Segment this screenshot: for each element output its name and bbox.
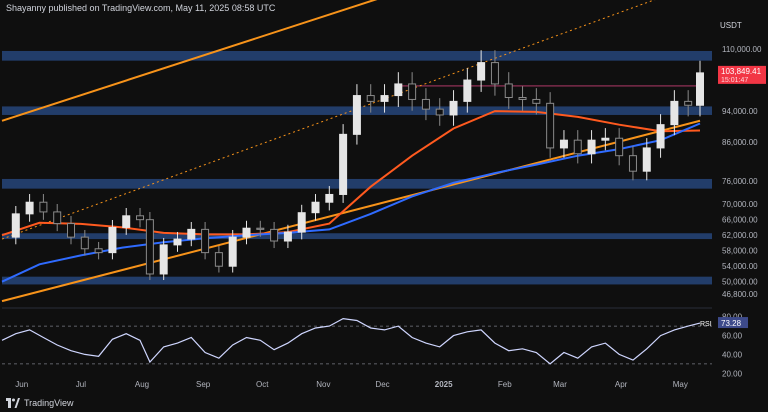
ema-line [1, 110, 701, 237]
candle-body [684, 100, 693, 106]
price-scale-unit: USDT [720, 21, 742, 30]
candle-body [587, 139, 596, 155]
price-tick-label: 58,000.00 [722, 247, 758, 256]
candle-body [283, 231, 292, 242]
rsi-value-tag [718, 317, 748, 329]
candle-body [421, 98, 430, 110]
candle-body [394, 83, 403, 97]
price-tick-label: 66,000.00 [722, 216, 758, 225]
candle-body [696, 72, 704, 106]
candle-body [94, 248, 103, 254]
time-tick-label: 2025 [435, 380, 453, 389]
publisher-caption: Shayanny published on TradingView.com, M… [6, 3, 276, 13]
tradingview-branding: TradingView [6, 398, 74, 408]
support-resistance-zone-4 [2, 233, 712, 240]
candle-body [518, 97, 527, 100]
candle-body [228, 236, 237, 267]
candle-body [270, 228, 279, 242]
candle-body [53, 211, 62, 225]
candle-body [435, 108, 444, 116]
candle-body [214, 252, 223, 267]
rsi-line [1, 317, 701, 365]
candle-body [573, 139, 582, 155]
price-tick-label: 76,000.00 [722, 177, 758, 186]
tradingview-logo-icon [6, 398, 20, 408]
candle-body [159, 244, 168, 275]
candle-body [477, 62, 486, 81]
candle-body [256, 227, 265, 230]
rsi-name-label: RSI [700, 321, 712, 328]
candle-body [463, 79, 472, 102]
candle-body [504, 83, 513, 99]
candle-body [25, 201, 34, 215]
time-tick-label: Sep [196, 380, 211, 389]
trend-line-channel-mid [1, 0, 656, 240]
candle-body [670, 100, 679, 126]
trend-line-channel-lower [1, 119, 701, 303]
last-price-countdown: 15:01:47 [721, 77, 748, 84]
time-tick-label: Jun [15, 380, 28, 389]
support-resistance-zone-5 [2, 276, 712, 285]
candle-body [297, 212, 306, 233]
time-tick-label: Aug [135, 380, 149, 389]
trend-line-channel-upper [1, 0, 378, 122]
candle-body [601, 137, 610, 141]
last-price-value: 103,849.41 [721, 67, 762, 76]
candle-body [122, 215, 131, 228]
candle-body [532, 98, 541, 104]
tradingview-brand-text: TradingView [24, 398, 74, 408]
candle-body [546, 102, 555, 149]
price-tick-label: 46,800.00 [722, 290, 758, 299]
time-tick-label: Mar [553, 380, 567, 389]
price-tick-label: 110,000.00 [722, 45, 762, 54]
candle-body [490, 62, 499, 85]
candle-body [145, 219, 154, 275]
candle-body [80, 236, 89, 250]
candle-body [136, 215, 145, 221]
price-tick-label: 70,000.00 [722, 200, 758, 209]
rsi-tick-label: 20.00 [722, 369, 743, 378]
candle-body [339, 133, 348, 195]
time-tick-label: Dec [375, 380, 389, 389]
time-tick-label: May [673, 380, 688, 389]
candle-body [242, 227, 251, 238]
last-price-tag [718, 65, 766, 84]
price-tick-label: 94,000.00 [722, 107, 758, 116]
candle-body [108, 226, 117, 254]
candle-body [173, 238, 182, 246]
candle-body [352, 95, 361, 135]
rsi-value-label: 73.28 [721, 319, 742, 328]
candle-body [187, 228, 196, 240]
candle-body [449, 100, 458, 116]
candle-body [201, 228, 210, 254]
rsi-tick-label: 60.00 [722, 332, 743, 341]
candle-body [642, 147, 651, 172]
candle-body [380, 95, 389, 102]
time-tick-label: Oct [256, 380, 269, 389]
candle-body [67, 223, 76, 238]
time-tick-label: Feb [498, 380, 512, 389]
candle-body [408, 83, 417, 100]
price-tick-label: 62,000.00 [722, 231, 758, 240]
candle-body [325, 193, 334, 203]
candle-body [656, 124, 665, 149]
price-tick-label: 86,000.00 [722, 138, 758, 147]
rsi-tick-label: 40.00 [722, 350, 743, 359]
support-resistance-zone-1 [2, 50, 712, 61]
price-tick-label: 54,000.00 [722, 262, 758, 271]
candle-body [366, 95, 375, 102]
support-resistance-zone-3 [2, 178, 712, 189]
candle-body [559, 139, 568, 149]
time-tick-label: Apr [615, 380, 628, 389]
candle-body [311, 201, 320, 214]
candle-body [628, 155, 637, 172]
price-tick-label: 50,000.00 [722, 278, 758, 287]
candle-body [615, 137, 624, 157]
candle-body [39, 201, 48, 213]
time-tick-label: Jul [76, 380, 86, 389]
candle-body [11, 213, 20, 238]
time-tick-label: Nov [316, 380, 330, 389]
